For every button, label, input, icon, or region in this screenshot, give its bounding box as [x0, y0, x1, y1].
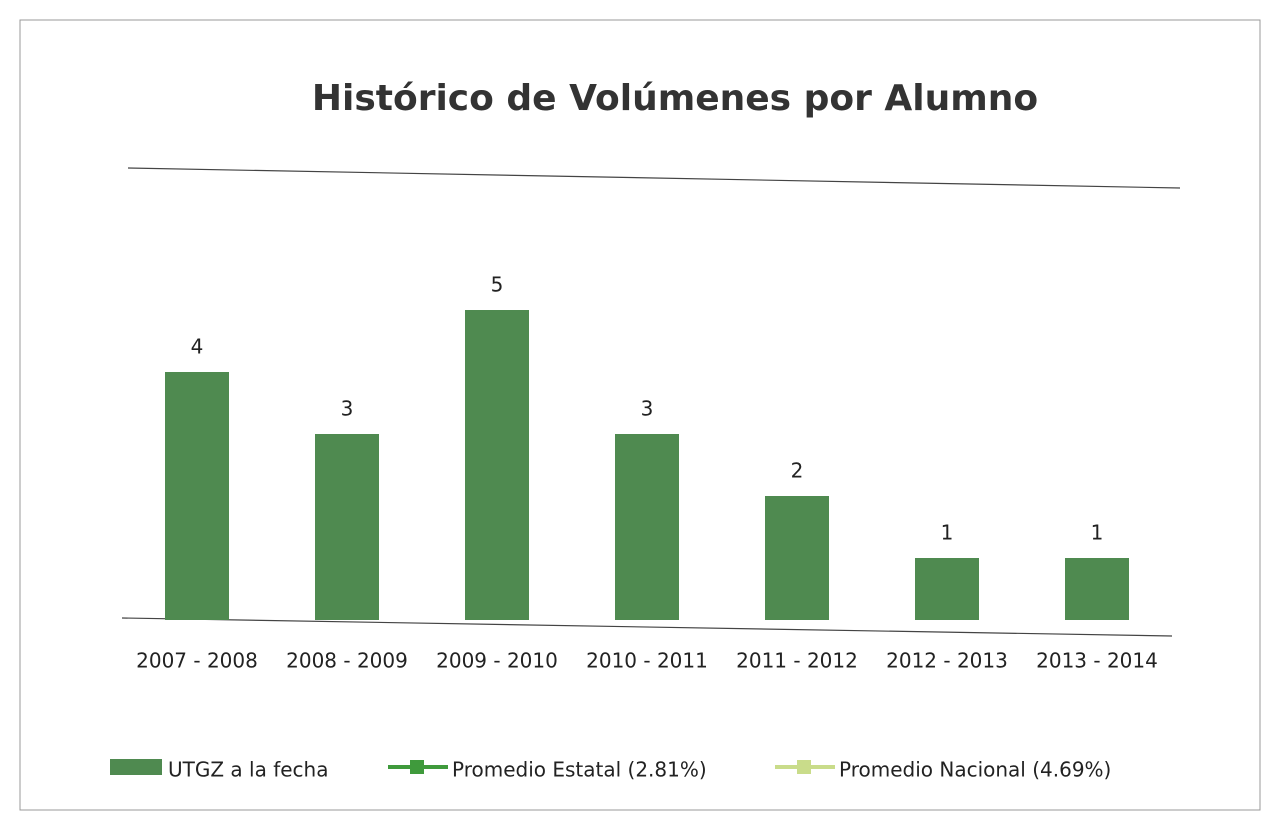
- legend-swatch: [110, 759, 162, 775]
- data-label: 1: [941, 521, 954, 545]
- bar: [615, 434, 679, 620]
- legend-label: UTGZ a la fecha: [168, 758, 328, 782]
- chart-title: Histórico de Volúmenes por Alumno: [312, 78, 1038, 119]
- bar: [465, 310, 529, 620]
- x-tick-label: 2012 - 2013: [886, 649, 1008, 673]
- legend-marker: [797, 760, 811, 774]
- data-label: 3: [341, 397, 354, 421]
- x-tick-label: 2007 - 2008: [136, 649, 258, 673]
- legend-label: Promedio Nacional (4.69%): [839, 758, 1111, 782]
- x-tick-label: 2008 - 2009: [286, 649, 408, 673]
- data-label: 3: [641, 397, 654, 421]
- bar: [915, 558, 979, 620]
- x-tick-label: 2009 - 2010: [436, 649, 558, 673]
- title-rule: [127, 167, 1181, 189]
- legend-label: Promedio Estatal (2.81%): [452, 758, 707, 782]
- bar: [765, 496, 829, 620]
- bar: [165, 372, 229, 620]
- x-tick-label: 2013 - 2014: [1036, 649, 1158, 673]
- x-tick-label: 2011 - 2012: [736, 649, 858, 673]
- bar: [315, 434, 379, 620]
- x-tick-label: 2010 - 2011: [586, 649, 708, 673]
- bar: [1065, 558, 1129, 620]
- data-label: 4: [191, 335, 204, 359]
- data-label: 5: [491, 273, 504, 297]
- baseline: [121, 617, 1173, 637]
- data-label: 2: [791, 459, 804, 483]
- legend-marker: [410, 760, 424, 774]
- data-label: 1: [1091, 521, 1104, 545]
